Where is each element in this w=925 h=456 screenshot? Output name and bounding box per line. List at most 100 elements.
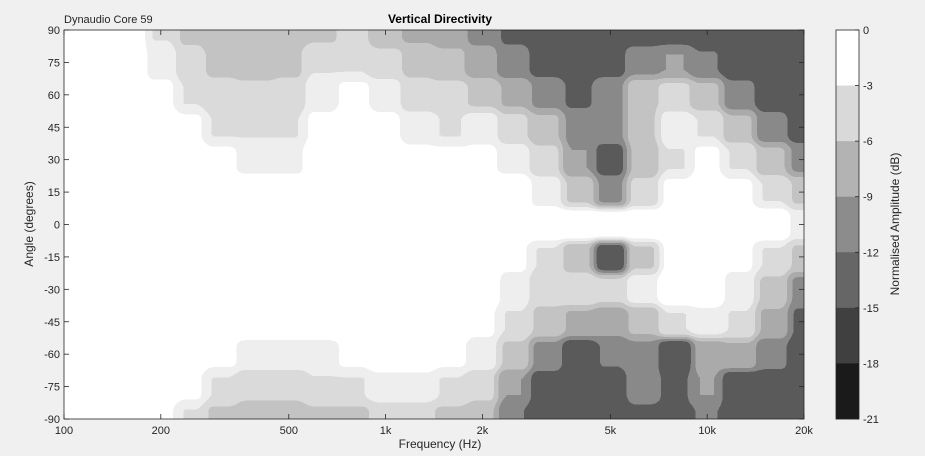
heatmap-cell <box>237 175 274 209</box>
heatmap-cell <box>788 208 804 242</box>
heatmap-cell <box>273 175 306 209</box>
heatmap-cell <box>337 402 371 419</box>
heatmap-cell <box>273 46 306 80</box>
heatmap-cell <box>204 111 239 144</box>
heatmap-cell <box>788 402 804 419</box>
heatmap-cell <box>273 78 306 112</box>
heatmap-cell <box>96 402 146 419</box>
heatmap-cell <box>691 240 724 274</box>
heatmap-cell <box>204 175 239 209</box>
heatmap-cell <box>788 370 804 404</box>
heatmap-cell <box>497 46 531 80</box>
heatmap-cell <box>96 208 146 242</box>
heatmap-cell <box>370 305 402 339</box>
heatmap-cell <box>96 78 146 112</box>
heatmap-cell <box>237 337 274 371</box>
heatmap-cell <box>370 111 402 144</box>
heatmap-cell <box>337 78 371 112</box>
heatmap-cell <box>204 305 239 339</box>
heatmap-cell <box>722 273 757 307</box>
heatmap-cell <box>237 402 274 419</box>
heatmap-cell <box>434 143 468 177</box>
heatmap-cell <box>594 370 628 404</box>
heatmap-cell <box>337 175 371 209</box>
heatmap-cell <box>237 78 274 112</box>
heatmap-cell <box>594 305 628 339</box>
x-axis: 100 200 500 1k 2k 5k 10k 20k <box>55 30 813 437</box>
heatmap-cell <box>204 143 239 177</box>
heatmap-cell <box>659 208 693 242</box>
heatmap-cell <box>562 30 596 47</box>
heatmap-cell <box>204 337 239 371</box>
heatmap-cell <box>755 111 789 144</box>
heatmap-cell <box>788 175 804 209</box>
heatmap-cell <box>176 143 206 177</box>
heatmap-cell <box>145 143 177 177</box>
heatmap-cell <box>237 240 274 274</box>
heatmap-cell <box>562 240 596 274</box>
heatmap-cell <box>788 143 804 177</box>
heatmap-cell <box>370 402 402 419</box>
heatmap-cell <box>755 273 789 307</box>
x-tick-label: 100 <box>55 425 73 437</box>
heatmap-cell <box>434 175 468 209</box>
heatmap-cell <box>304 30 339 47</box>
heatmap-cell <box>529 273 564 307</box>
heatmap-cell <box>562 305 596 339</box>
x-tick-label: 20k <box>795 425 813 437</box>
y-tick-label: -90 <box>44 414 60 426</box>
heatmap-cell <box>497 402 531 419</box>
heatmap-cell <box>237 370 274 404</box>
heatmap-cell <box>466 370 499 404</box>
heatmap-cell <box>370 46 402 80</box>
colorbar-segment <box>836 141 859 198</box>
heatmap-cell <box>497 240 531 274</box>
heatmap-cell <box>273 305 306 339</box>
y-tick-label: -60 <box>44 349 60 361</box>
heatmap-cell <box>176 402 206 419</box>
heatmap-cell <box>96 273 146 307</box>
heatmap-cell <box>562 208 596 242</box>
heatmap-cell <box>370 240 402 274</box>
heatmap-cell <box>176 78 206 112</box>
x-tick-label: 5k <box>605 425 617 437</box>
heatmap-cell <box>304 46 339 80</box>
colorbar-border <box>835 29 860 420</box>
heatmap-cell <box>466 78 499 112</box>
heatmap-cell <box>434 240 468 274</box>
heatmap-cell <box>64 111 98 144</box>
heatmap-cell <box>64 337 98 371</box>
heatmap-cell <box>176 240 206 274</box>
heatmap-cell <box>626 273 660 307</box>
heatmap-cell <box>562 78 596 112</box>
heatmap-cell <box>788 46 804 80</box>
heatmap-cell <box>176 305 206 339</box>
heatmap-cell <box>659 305 693 339</box>
heatmap-cell <box>529 175 564 209</box>
heatmap-cell <box>64 175 98 209</box>
heatmap-cell <box>401 402 435 419</box>
heatmap-cell <box>466 402 499 419</box>
heatmap-cell <box>204 370 239 404</box>
y-tick-label: 30 <box>48 155 60 167</box>
x-axis-label: Frequency (Hz) <box>399 437 482 451</box>
y-tick-label: 60 <box>48 90 60 102</box>
heatmap-cell <box>722 78 757 112</box>
heatmap-cell <box>755 305 789 339</box>
colorbar-tick-label: -21 <box>863 414 879 426</box>
heatmap-cell <box>176 208 206 242</box>
heatmap-cell <box>434 46 468 80</box>
heatmap-cell <box>64 78 98 112</box>
colorbar-tick-label: -18 <box>863 358 879 370</box>
x-tick-label: 1k <box>380 425 392 437</box>
heatmap-cell <box>96 46 146 80</box>
heatmap-cell <box>434 30 468 47</box>
heatmap-cell <box>755 30 789 47</box>
heatmap-cell <box>145 78 177 112</box>
heatmap-cell <box>96 143 146 177</box>
heatmap-cell <box>691 273 724 307</box>
heatmap-cell <box>64 305 98 339</box>
y-tick-label: 0 <box>54 220 60 232</box>
heatmap-cell <box>659 337 693 371</box>
heatmap-cell <box>96 175 146 209</box>
